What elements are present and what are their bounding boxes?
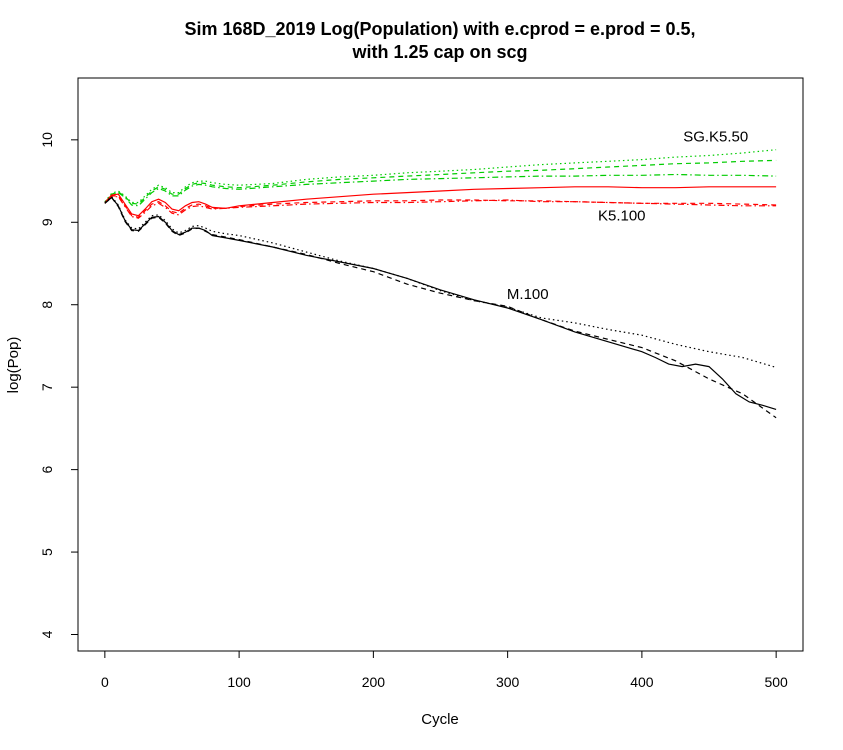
y-tick-label: 7 xyxy=(39,383,55,391)
x-tick-label: 300 xyxy=(496,674,520,690)
series-line-6 xyxy=(104,196,777,410)
series-line-0 xyxy=(104,149,777,204)
y-axis: 4 5 6 7 8 9 10 xyxy=(39,132,79,638)
series-line-8 xyxy=(104,195,777,368)
y-axis-label: log(Pop) xyxy=(5,337,22,394)
chart-title: Sim 168D_2019 Log(Population) with e.cpr… xyxy=(184,19,695,39)
y-tick-label: 6 xyxy=(39,466,55,474)
x-tick-label: 0 xyxy=(101,674,109,690)
annotation-label: SG.K5.50 xyxy=(683,128,748,145)
series-line-5 xyxy=(104,196,777,219)
series-line-2 xyxy=(104,173,777,207)
chart-subtitle: with 1.25 cap on scg xyxy=(351,42,527,62)
x-tick-label: 100 xyxy=(227,674,251,690)
x-axis: 0 100 200 300 400 500 xyxy=(101,650,788,690)
y-tick-label: 4 xyxy=(39,630,55,638)
annotation-label: M.100 xyxy=(507,286,549,303)
y-tick-label: 5 xyxy=(39,548,55,556)
y-tick-label: 9 xyxy=(39,218,55,226)
y-tick-label: 10 xyxy=(39,132,55,148)
series-layer xyxy=(104,149,777,419)
x-tick-label: 400 xyxy=(630,674,654,690)
series-line-4 xyxy=(104,195,777,218)
annotation-label: K5.100 xyxy=(598,207,646,224)
annotation-layer: SG.K5.50 K5.100 M.100 xyxy=(507,128,748,302)
series-line-1 xyxy=(104,159,777,205)
x-axis-label: Cycle xyxy=(421,711,459,728)
y-tick-label: 8 xyxy=(39,301,55,309)
x-tick-label: 500 xyxy=(764,674,788,690)
series-line-7 xyxy=(104,196,777,419)
x-tick-label: 200 xyxy=(362,674,386,690)
